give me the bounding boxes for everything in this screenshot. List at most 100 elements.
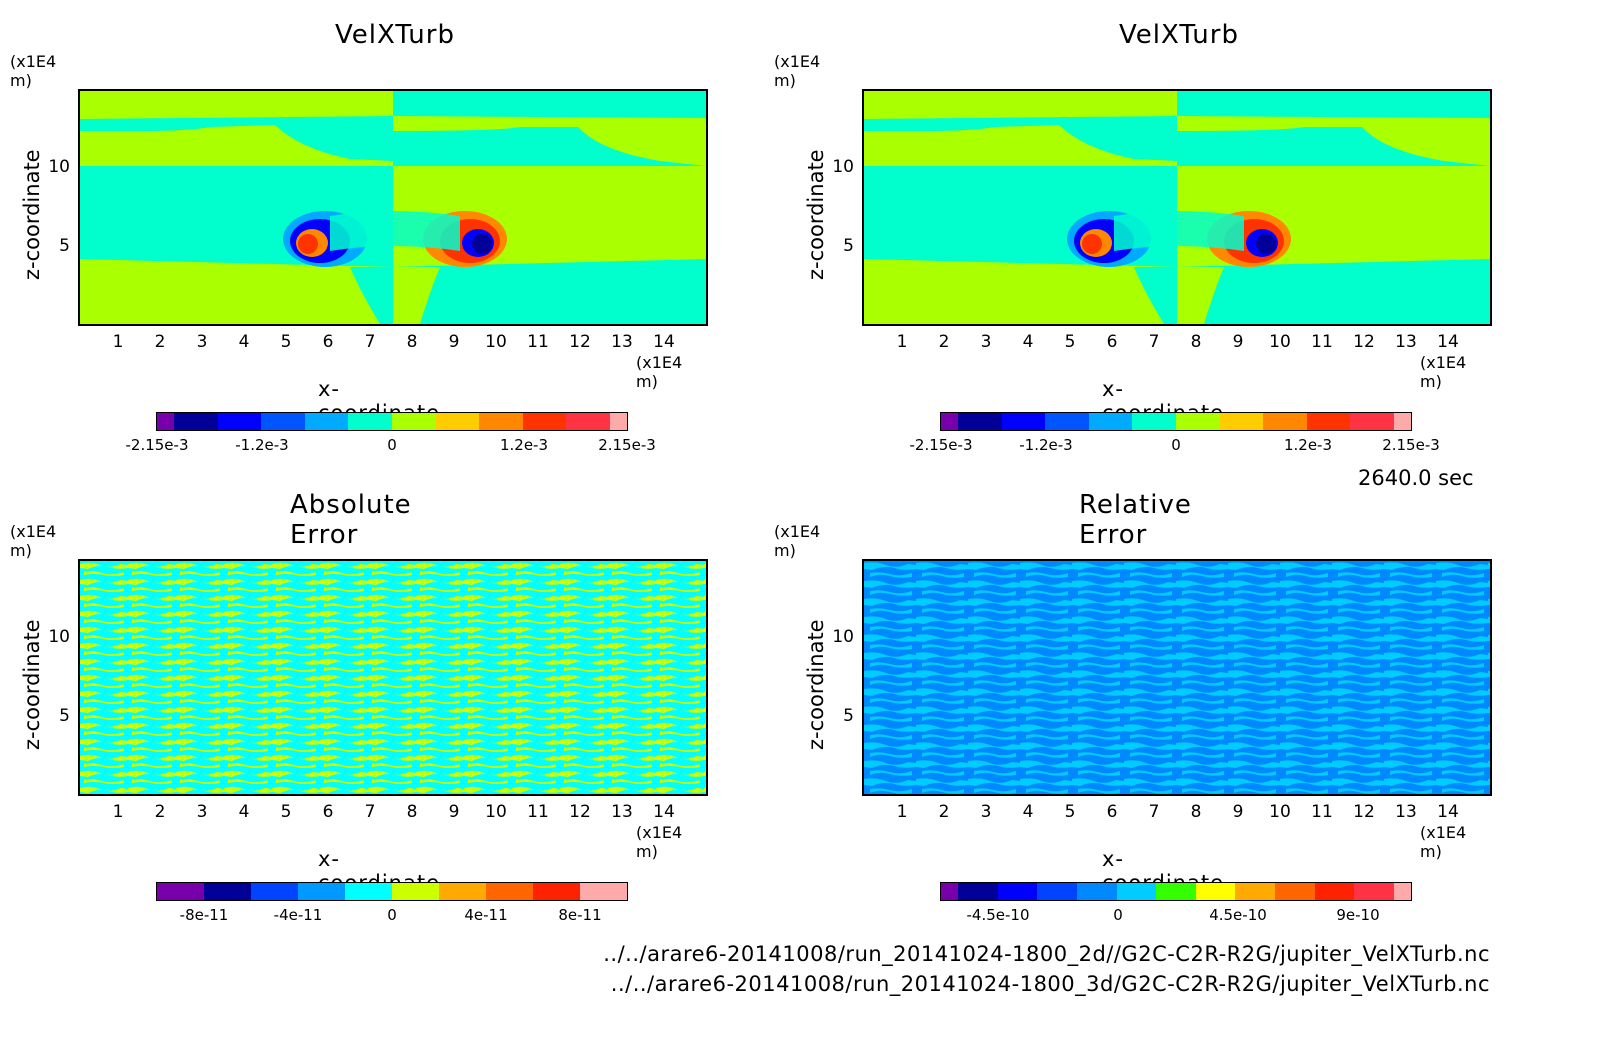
- colorbar-swatch: [174, 413, 218, 430]
- x-tick-label: 5: [280, 802, 292, 822]
- band-bottom-left: [864, 259, 1177, 324]
- x-tick-label: 3: [980, 332, 992, 352]
- x-tick-label: 8: [1190, 332, 1202, 352]
- colorbar-label: -2.15e-3: [125, 436, 189, 454]
- stem-left: [350, 267, 393, 324]
- colorbar-swatch: [304, 413, 349, 430]
- colorbar-swatch: [1235, 883, 1276, 900]
- x-tick-label: 13: [611, 802, 633, 822]
- band-top-right: [1177, 91, 1490, 118]
- time-label: 2640.0 sec: [1358, 466, 1474, 490]
- chart-title: Relative Error: [1079, 490, 1192, 550]
- x-tick-label: 4: [1022, 332, 1034, 352]
- colorbar-swatch: [1350, 413, 1394, 430]
- colorbar-swatch: [1263, 413, 1307, 430]
- x-tick-label: 11: [527, 332, 549, 352]
- plot-area: [78, 559, 708, 796]
- y-tick-label: 5: [843, 236, 854, 256]
- heatmap-velxturb-3d: [864, 91, 1490, 324]
- colorbar-swatch: [609, 413, 627, 430]
- colorbar-swatch: [1037, 883, 1077, 900]
- x-tick-label: 12: [569, 802, 591, 822]
- colorbar-label: 1.2e-3: [1283, 436, 1333, 454]
- colorbar-swatch: [1001, 413, 1046, 430]
- colorbar: [156, 412, 628, 431]
- x-tick-label: 9: [448, 802, 460, 822]
- colorbar-swatch: [391, 413, 436, 430]
- colorbar-swatch: [157, 883, 204, 900]
- x-tick-label: 13: [611, 332, 633, 352]
- heatmap-relative-error: [864, 561, 1490, 794]
- x-tick-label: 13: [1395, 332, 1417, 352]
- y-unit-label: (x1E4 m): [10, 522, 57, 560]
- plot-area: [862, 89, 1492, 326]
- colorbar-swatch: [204, 883, 251, 900]
- x-tick-label: 10: [1269, 332, 1291, 352]
- x-tick-label: 7: [364, 802, 376, 822]
- dome-right: [393, 127, 706, 166]
- x-tick-label: 10: [485, 802, 507, 822]
- colorbar-swatch: [439, 883, 486, 900]
- x-tick-label: 11: [1311, 802, 1333, 822]
- x-unit-label: (x1E4 m): [1420, 823, 1467, 861]
- x-tick-label: 6: [322, 802, 334, 822]
- colorbar-label: -1.2e-3: [235, 436, 289, 454]
- y-tick-label: 10: [832, 627, 854, 647]
- x-tick-label: 14: [1437, 332, 1459, 352]
- stem-right: [393, 267, 440, 324]
- colorbar-label: 8e-11: [558, 906, 602, 924]
- colorbar-swatch: [1219, 413, 1264, 430]
- colorbar-label: -1.2e-3: [1019, 436, 1073, 454]
- plot-area: [862, 559, 1492, 796]
- colorbar-label: 0: [387, 436, 397, 454]
- y-unit-label: (x1E4 m): [774, 52, 821, 90]
- colorbar-swatch: [479, 413, 523, 430]
- colorbar-label: 2.15e-3: [598, 436, 656, 454]
- colorbar-label: 0: [1171, 436, 1181, 454]
- x-tick-label: 5: [1064, 802, 1076, 822]
- x-tick-label: 6: [322, 332, 334, 352]
- x-tick-label: 14: [653, 802, 675, 822]
- chart-title: Absolute Error: [290, 490, 412, 550]
- x-unit-label: (x1E4 m): [636, 823, 683, 861]
- x-tick-label: 13: [1395, 802, 1417, 822]
- x-tick-label: 2: [154, 332, 166, 352]
- y-unit-label: (x1E4 m): [774, 522, 821, 560]
- colorbar-swatch: [1314, 883, 1355, 900]
- colorbar-label: 1.2e-3: [499, 436, 549, 454]
- colorbar-swatch: [958, 413, 1002, 430]
- x-tick-label: 2: [154, 802, 166, 822]
- x-tick-label: 7: [1148, 332, 1160, 352]
- colorbar-swatch: [217, 413, 262, 430]
- x-tick-label: 10: [485, 332, 507, 352]
- colorbar-label: 4.5e-10: [1209, 906, 1267, 924]
- stem-left: [1134, 267, 1177, 324]
- colorbar: [940, 882, 1412, 901]
- x-tick-label: 12: [1353, 802, 1375, 822]
- colorbar-swatch: [345, 883, 392, 900]
- colorbar-swatch: [522, 413, 567, 430]
- x-tick-label: 12: [569, 332, 591, 352]
- chart-title: VelXTurb: [335, 20, 455, 50]
- x-tick-label: 4: [1022, 802, 1034, 822]
- colorbar-swatch: [1116, 883, 1157, 900]
- colorbar-label: 4e-11: [464, 906, 508, 924]
- colorbar-swatch: [1088, 413, 1133, 430]
- colorbar-swatch: [1045, 413, 1089, 430]
- x-unit-label: (x1E4 m): [1420, 353, 1467, 391]
- band-top-left: [864, 91, 1177, 119]
- x-tick-label: 4: [238, 802, 250, 822]
- colorbar-swatch: [435, 413, 480, 430]
- colorbar-swatch: [157, 413, 174, 430]
- x-tick-label: 10: [1269, 802, 1291, 822]
- x-tick-label: 3: [196, 332, 208, 352]
- y-tick-label: 5: [59, 706, 70, 726]
- colorbar-swatch: [1076, 883, 1117, 900]
- x-tick-label: 2: [938, 332, 950, 352]
- dome-left: [80, 125, 393, 166]
- colorbar-label: -4e-11: [273, 906, 323, 924]
- plot-area: [78, 89, 708, 326]
- colorbar-swatch: [251, 883, 298, 900]
- colorbar-swatch: [392, 883, 439, 900]
- x-tick-label: 6: [1106, 802, 1118, 822]
